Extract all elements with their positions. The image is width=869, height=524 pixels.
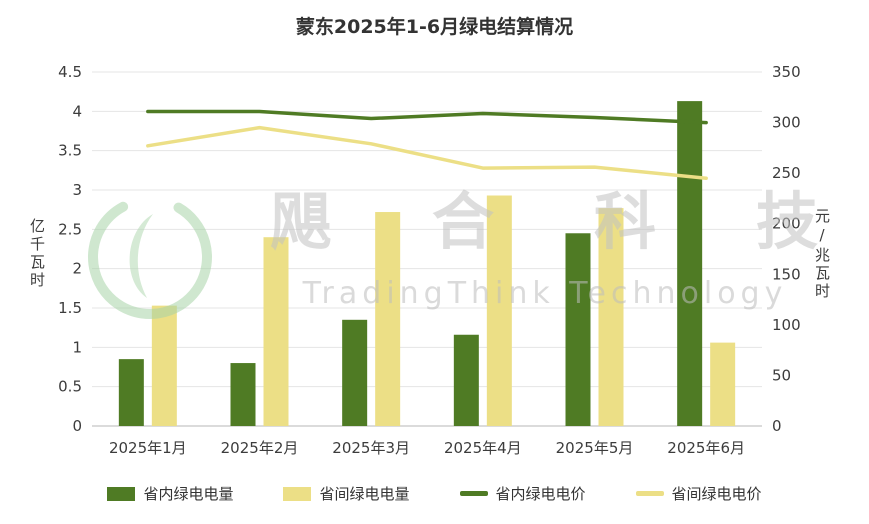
bar-省间绿电电量 (710, 342, 736, 426)
bar-省间绿电电量 (598, 208, 624, 426)
right-tick-label: 300 (772, 114, 801, 132)
legend-bar-marker (107, 486, 136, 501)
left-tick-label: 4.5 (58, 63, 82, 81)
bar-省内绿电电量 (118, 359, 144, 426)
legend-item-4[interactable]: 省间绿电电价 (635, 483, 762, 504)
left-axis-title: 亿千瓦时 (28, 218, 46, 290)
left-tick-label: 2 (72, 260, 82, 278)
legend-item-1[interactable]: 省内绿电电量 (107, 483, 233, 504)
right-tick-label: 250 (772, 164, 801, 182)
bar-省间绿电电量 (375, 212, 401, 426)
right-tick-label: 0 (772, 417, 782, 435)
bar-省内绿电电量 (230, 363, 256, 426)
legend-item-3[interactable]: 省内绿电电价 (459, 483, 586, 504)
line-省内绿电电价 (146, 109, 708, 125)
right-tick-label: 150 (772, 265, 801, 283)
bar-省间绿电电量 (486, 195, 512, 426)
right-axis-title: 元/兆瓦时 (813, 208, 831, 301)
bar-省内绿电电量 (453, 334, 479, 426)
left-tick-label: 3.5 (58, 142, 82, 160)
x-category-label: 2025年6月 (667, 439, 745, 457)
legend-label: 省间绿电电价 (671, 485, 762, 503)
right-tick-label: 350 (772, 63, 801, 81)
chart-title: 蒙东2025年1-6月绿电结算情况 (295, 16, 574, 38)
x-category-label: 2025年2月 (221, 439, 299, 457)
bar-省间绿电电量 (263, 237, 289, 426)
left-tick-label: 0.5 (58, 378, 82, 396)
left-tick-label: 0 (72, 417, 82, 435)
x-category-label: 2025年1月 (109, 439, 187, 457)
left-tick-label: 2.5 (58, 220, 82, 238)
right-tick-label: 50 (772, 366, 791, 384)
x-category-label: 2025年3月 (332, 439, 410, 457)
line-省间绿电电价 (146, 125, 708, 180)
legend-label: 省间绿电电量 (319, 485, 410, 503)
legend-line-marker (459, 491, 488, 496)
legend-label: 省内绿电电量 (143, 485, 234, 503)
left-tick-label: 1.5 (58, 299, 82, 317)
legend-line-marker (635, 491, 664, 496)
bar-省内绿电电量 (565, 233, 591, 426)
legend-label: 省内绿电电价 (495, 485, 586, 503)
bar-省内绿电电量 (677, 101, 703, 427)
bar-省间绿电电量 (151, 305, 177, 426)
legend-item-2[interactable]: 省间绿电电量 (283, 483, 410, 504)
left-tick-label: 1 (72, 338, 82, 356)
left-tick-label: 4 (72, 102, 82, 120)
left-tick-label: 3 (72, 181, 82, 199)
right-tick-label: 200 (772, 215, 801, 233)
right-tick-label: 100 (772, 316, 801, 334)
bar-省内绿电电量 (342, 319, 368, 426)
x-category-label: 2025年4月 (444, 439, 522, 457)
legend: 省内绿电电量 省间绿电电量 省内绿电电价 省间绿电电价 (0, 483, 869, 504)
x-category-label: 2025年5月 (556, 439, 634, 457)
legend-bar-marker (283, 486, 312, 501)
